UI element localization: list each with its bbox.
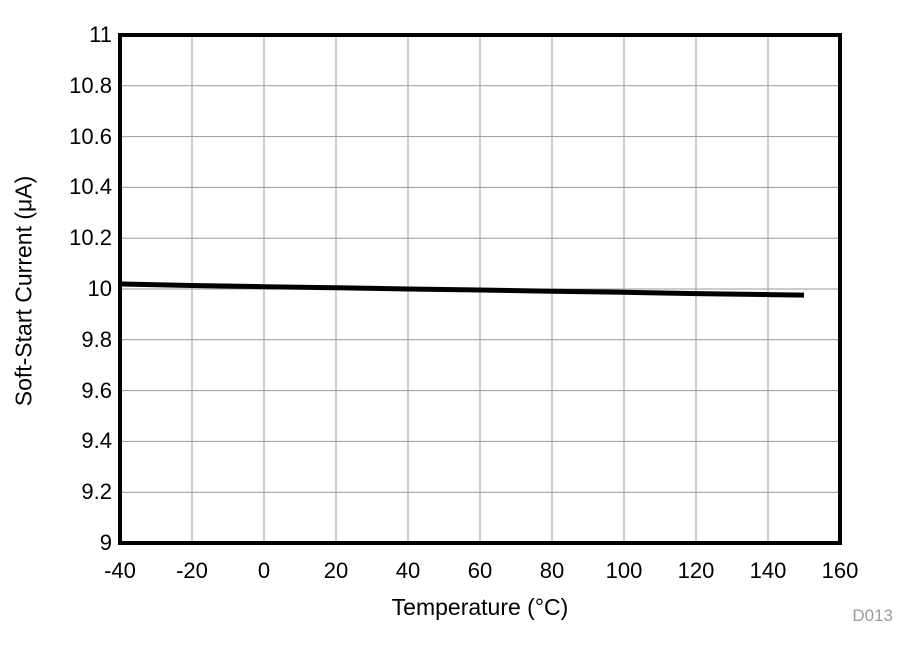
x-tick-label: 20 (323, 558, 349, 583)
y-tick-label: 9.4 (81, 428, 112, 454)
data-series (119, 281, 805, 298)
y-tick-label: 10.4 (69, 174, 112, 200)
plot-area (118, 33, 842, 545)
x-tick-label: -40 (104, 558, 136, 583)
x-tick-label: 100 (605, 558, 643, 583)
y-tick-label: 10.8 (69, 72, 112, 98)
y-tick-label: 11 (89, 22, 112, 47)
x-tick-label: 140 (749, 558, 787, 583)
y-tick-label: 9.6 (81, 377, 112, 403)
y-tick-label: 10.6 (69, 123, 112, 149)
x-tick-label: 120 (677, 558, 715, 583)
y-tick-label: 9.8 (81, 326, 112, 352)
x-axis-title: Temperature (°C) (391, 594, 569, 620)
figure-id-label: D013 (852, 606, 893, 625)
x-tick-label: 160 (821, 558, 859, 583)
plot-svg (118, 33, 842, 545)
x-tick-label: 80 (539, 558, 565, 583)
plot-frame (118, 33, 842, 545)
y-tick-label: 9 (99, 530, 112, 555)
x-tick-label: -20 (176, 558, 208, 583)
x-tick-label: 60 (467, 558, 493, 583)
x-tick-label: 0 (257, 558, 271, 583)
y-tick-label: 9.2 (81, 479, 112, 505)
y-tick-label: 10.2 (69, 225, 112, 251)
x-tick-label: 40 (395, 558, 421, 583)
y-tick-label: 10 (87, 276, 112, 301)
